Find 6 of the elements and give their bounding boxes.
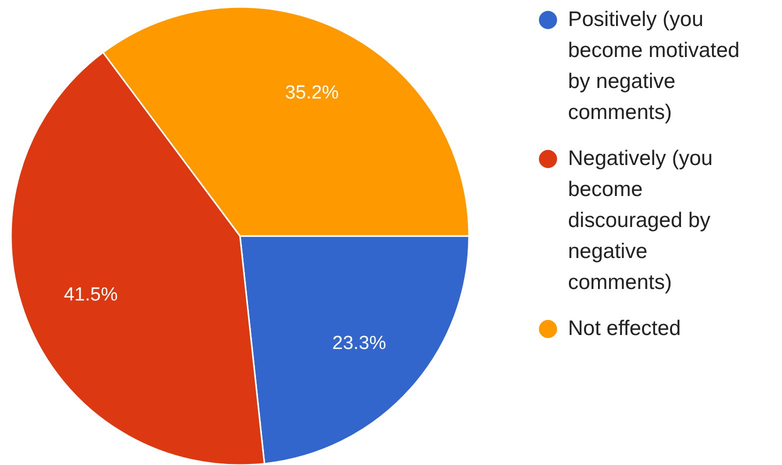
data-label: 41.5% bbox=[64, 284, 118, 306]
legend-label: Negatively (you become discouraged by negative comments) bbox=[568, 147, 713, 294]
legend-label: Not effected bbox=[568, 317, 681, 340]
data-label: 35.2% bbox=[284, 82, 339, 104]
legend-label: Positively (you become motivated by negative comments) bbox=[568, 8, 740, 124]
data-label: 23.3% bbox=[332, 333, 386, 354]
